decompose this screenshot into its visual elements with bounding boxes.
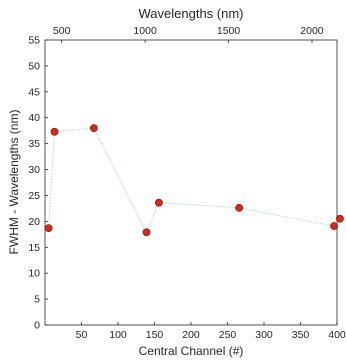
x-tick-label: 400 bbox=[328, 329, 346, 341]
data-point bbox=[90, 124, 98, 132]
top-x-tick-label: 1000 bbox=[133, 25, 157, 37]
y-tick-label: 15 bbox=[28, 242, 40, 254]
data-markers bbox=[44, 124, 344, 237]
y-tick-label: 5 bbox=[34, 294, 40, 306]
x-tick-label: 50 bbox=[76, 329, 88, 341]
y-axis-title: FWHM - Wavelengths (nm) bbox=[7, 110, 21, 255]
data-point bbox=[50, 127, 59, 136]
y-tick-label: 10 bbox=[28, 268, 40, 280]
series-line bbox=[48, 127, 341, 234]
top-x-tick-label: 2000 bbox=[300, 25, 324, 37]
x-tick-label: 100 bbox=[109, 329, 127, 341]
top-x-tick-label: 500 bbox=[53, 25, 71, 37]
x-tick-label: 250 bbox=[219, 329, 237, 341]
plot-area bbox=[45, 40, 337, 325]
x-tick-label: 300 bbox=[255, 329, 273, 341]
top-x-tick-label: 1500 bbox=[217, 25, 241, 37]
y-tick-label: 50 bbox=[28, 60, 40, 72]
data-point bbox=[235, 203, 244, 212]
x-axis-title: Central Channel (#) bbox=[139, 344, 244, 358]
x-tick-label: 200 bbox=[182, 329, 200, 341]
data-point bbox=[330, 222, 338, 230]
y-tick-label: 0 bbox=[34, 320, 40, 332]
x-tick-label: 150 bbox=[146, 329, 164, 341]
y-tick-label: 45 bbox=[28, 86, 40, 98]
data-point bbox=[336, 214, 344, 223]
data-point bbox=[154, 198, 163, 207]
y-tick-label: 25 bbox=[28, 190, 40, 202]
series-polyline bbox=[48, 127, 341, 234]
y-tick-label: 40 bbox=[28, 112, 40, 124]
data-point bbox=[142, 228, 151, 237]
y-tick-label: 30 bbox=[28, 164, 40, 176]
y-tick-label: 55 bbox=[28, 35, 40, 47]
x-tick-label: 350 bbox=[292, 329, 310, 341]
data-point bbox=[44, 224, 53, 232]
y-tick-label: 20 bbox=[28, 216, 40, 228]
y-tick-label: 35 bbox=[28, 138, 40, 150]
top-axis-title: Wavelengths (nm) bbox=[139, 6, 244, 21]
axes: 50 100 150 200 250 300 350 400 0 5 10 15 20 25 30 35 40 4… bbox=[28, 25, 346, 341]
